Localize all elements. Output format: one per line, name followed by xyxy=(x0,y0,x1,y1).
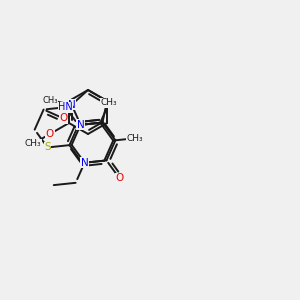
Text: O: O xyxy=(115,173,124,183)
Text: CH₃: CH₃ xyxy=(101,98,118,107)
Text: S: S xyxy=(44,142,51,152)
Text: N: N xyxy=(68,100,76,110)
Text: HN: HN xyxy=(58,102,73,112)
Text: O: O xyxy=(60,113,68,124)
Text: N: N xyxy=(77,120,85,130)
Text: N: N xyxy=(81,158,88,168)
Text: O: O xyxy=(46,129,54,139)
Text: CH₃: CH₃ xyxy=(127,134,143,143)
Text: CH₃: CH₃ xyxy=(42,96,58,105)
Text: CH₃: CH₃ xyxy=(24,140,41,148)
